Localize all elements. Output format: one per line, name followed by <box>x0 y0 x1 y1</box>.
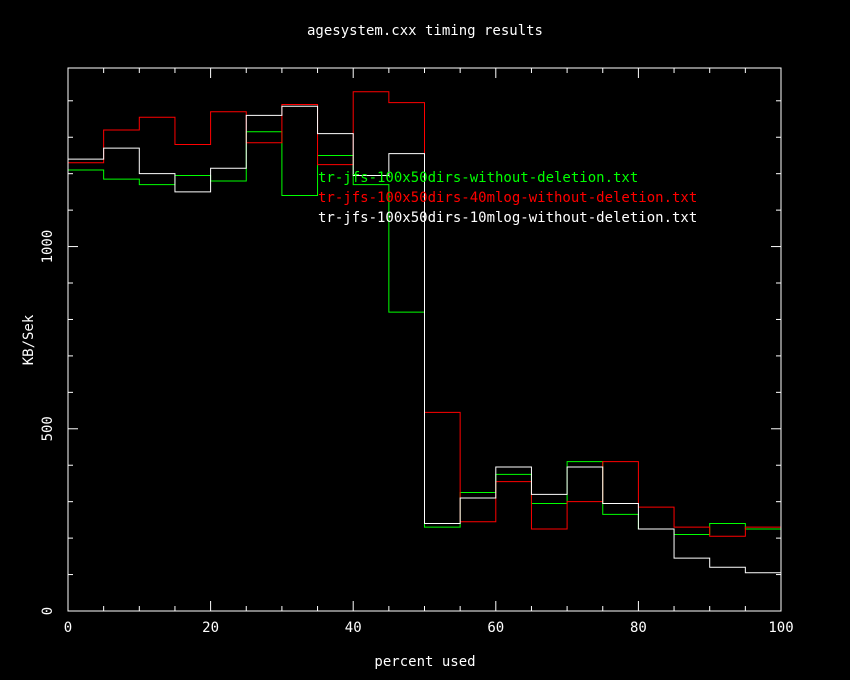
x-tick-label: 0 <box>64 620 72 636</box>
series-layer <box>68 91 781 574</box>
x-tick-label: 60 <box>487 620 504 636</box>
x-tick-labels: 0 20 40 60 80 100 <box>64 620 794 636</box>
x-tick-label: 80 <box>630 620 647 636</box>
y-tick-label: 1000 <box>40 230 56 264</box>
axis-ticks <box>67 68 782 612</box>
plot-frame <box>67 67 782 612</box>
legend-entry-1: tr-jfs-100x50dirs-without-deletion.txt <box>318 170 638 186</box>
legend: tr-jfs-100x50dirs-without-deletion.txt tr… <box>318 170 697 226</box>
legend-entry-3: tr-jfs-100x50dirs-10mlog-without-deletio… <box>318 210 697 226</box>
x-tick-label: 40 <box>345 620 362 636</box>
chart-title: agesystem.cxx timing results <box>307 23 543 39</box>
x-tick-label: 100 <box>768 620 793 636</box>
x-tick-label: 20 <box>202 620 219 636</box>
legend-entry-2: tr-jfs-100x50dirs-40mlog-without-deletio… <box>318 190 697 206</box>
series-line-3 <box>68 105 781 574</box>
y-tick-labels: 0 500 1000 <box>40 230 56 616</box>
y-tick-label: 500 <box>40 416 56 441</box>
x-axis-label: percent used <box>374 654 475 670</box>
y-axis-label: KB/Sek <box>21 314 37 365</box>
y-tick-label: 0 <box>40 607 56 615</box>
